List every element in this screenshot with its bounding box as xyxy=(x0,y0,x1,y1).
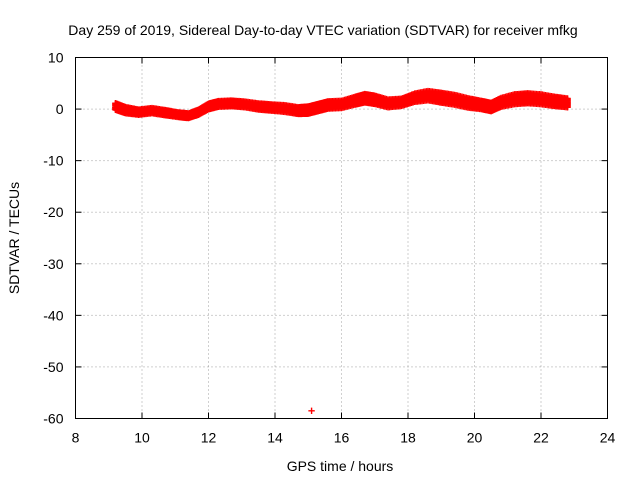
x-tick-label: 16 xyxy=(334,430,350,446)
x-tick-labels: 8 10 12 14 16 18 20 22 24 xyxy=(72,430,616,446)
x-tick-label: 22 xyxy=(533,430,549,446)
x-tick-label: 20 xyxy=(467,430,483,446)
x-tick-label: 8 xyxy=(72,430,80,446)
x-tick-label: 18 xyxy=(400,430,416,446)
y-tick-label: 10 xyxy=(48,50,64,66)
y-tick-label: -10 xyxy=(43,153,63,169)
chart-title: Day 259 of 2019, Sidereal Day-to-day VTE… xyxy=(68,22,577,38)
grid xyxy=(75,57,608,419)
y-axis-label: SDTVAR / TECUs xyxy=(6,182,22,294)
y-tick-labels: 10 0 -10 -20 -30 -40 -50 -60 xyxy=(43,50,63,427)
y-tick-label: -50 xyxy=(43,359,63,375)
x-tick-label: 14 xyxy=(267,430,283,446)
x-axis-label: GPS time / hours xyxy=(287,458,394,474)
y-tick-label: -20 xyxy=(43,204,63,220)
data-series-sdtvar xyxy=(112,87,571,414)
x-tick-label: 10 xyxy=(134,430,150,446)
y-tick-label: -40 xyxy=(43,307,63,323)
y-tick-label: -30 xyxy=(43,256,63,272)
y-tick-label: 0 xyxy=(56,101,64,117)
outlier-point xyxy=(308,407,315,414)
ticks xyxy=(75,57,608,419)
data-point xyxy=(564,95,571,102)
x-tick-label: 24 xyxy=(600,430,616,446)
y-tick-label: -60 xyxy=(43,411,63,427)
x-tick-label: 12 xyxy=(201,430,217,446)
